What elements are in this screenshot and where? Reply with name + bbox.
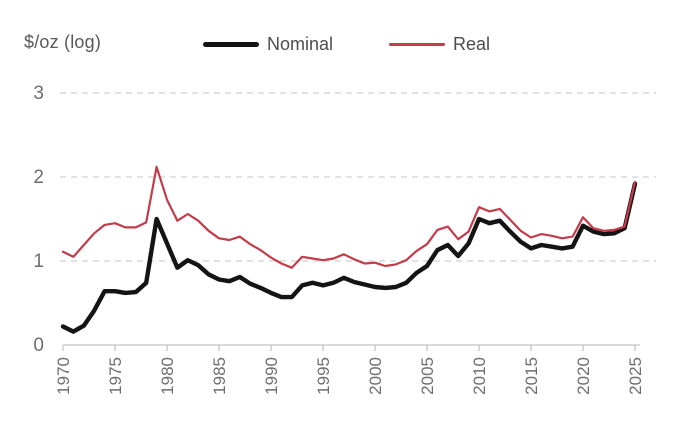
x-tick-label-2000: 2000 — [366, 357, 385, 395]
y-tick-label-3: 3 — [33, 83, 44, 104]
legend-label-nominal: Nominal — [267, 34, 334, 54]
y-tick-label-2: 2 — [33, 167, 44, 188]
x-tick-label-1995: 1995 — [314, 357, 333, 395]
y-axis-unit-label: $/oz (log) — [24, 32, 102, 52]
legend-label-real: Real — [453, 34, 491, 54]
legend-item-real: Real — [389, 34, 490, 55]
x-tick-label-2010: 2010 — [470, 357, 489, 395]
x-tick-label-1970: 1970 — [54, 357, 73, 395]
x-tick-label-2020: 2020 — [574, 357, 593, 395]
x-tick-label-2015: 2015 — [522, 357, 541, 395]
real-line-swatch-icon — [389, 43, 446, 46]
x-tick-label-1990: 1990 — [262, 357, 281, 395]
x-tick-label-1980: 1980 — [158, 357, 177, 395]
x-tick-label-1975: 1975 — [106, 357, 125, 395]
series-line-real — [61, 165, 637, 269]
nominal-line-swatch-icon — [203, 42, 259, 47]
x-tick-label-1985: 1985 — [210, 357, 229, 395]
legend-item-nominal: Nominal — [203, 34, 333, 55]
chart-legend: Nominal Real — [203, 34, 490, 55]
x-tick-label-2025: 2025 — [626, 357, 645, 395]
y-tick-label-0: 0 — [33, 335, 44, 356]
series-line-nominal — [60, 181, 638, 334]
y-tick-label-1: 1 — [33, 251, 44, 272]
x-tick-label-2005: 2005 — [418, 357, 437, 395]
